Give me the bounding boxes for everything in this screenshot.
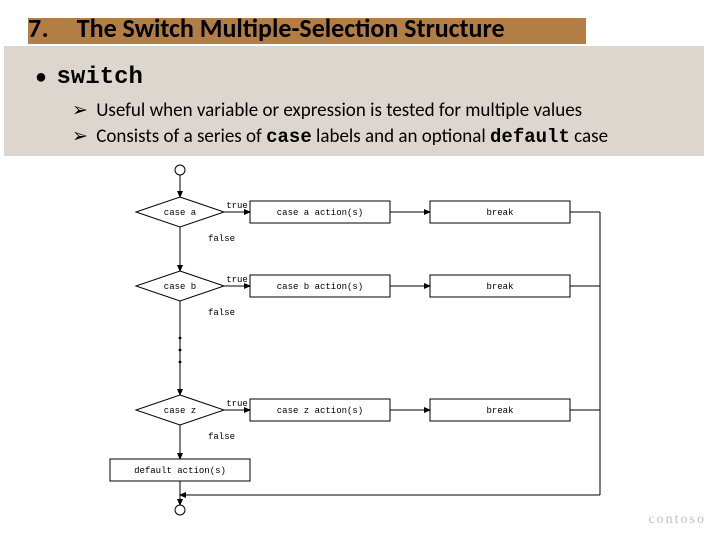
bullet-sub-2: ➢ Consists of a series of case labels an… [72,124,608,151]
logo-text: contoso [648,512,706,527]
svg-text:default action(s): default action(s) [134,466,226,476]
logo: contoso [648,509,706,528]
svg-text:case b: case b [164,282,196,292]
title-text: The Switch Multiple-Selection Structure [77,12,505,44]
keyword-default: default [490,126,570,148]
svg-text:true: true [226,201,248,211]
svg-text:true: true [226,399,248,409]
svg-text:false: false [208,432,235,442]
bullet-sub-1: ➢ Useful when variable or expression is … [72,98,608,124]
svg-text:case a: case a [164,208,197,218]
bullet-sub-2-pre: Consists of a series of [96,125,266,148]
svg-text:case b action(s): case b action(s) [277,282,363,292]
keyword-switch: switch [57,64,143,91]
svg-text:false: false [208,234,235,244]
svg-text:case a action(s): case a action(s) [277,208,363,218]
switch-flowchart: case a case a action(s) break true false case… [60,160,620,525]
svg-text:false: false [208,308,235,318]
bullet-main: • switch [36,62,608,94]
title-number: 7. [28,12,49,44]
svg-text:break: break [486,208,513,218]
bullet-glyph: • [36,65,46,89]
arrow-icon: ➢ [72,125,88,148]
svg-text:case z: case z [164,406,196,416]
svg-text:break: break [486,282,513,292]
bullet-sub-2-post: case [570,125,608,148]
bullet-sub-1-text: Useful when variable or expression is te… [96,99,582,122]
keyword-case: case [266,126,312,148]
flowchart-svg: case a case a action(s) break true false case… [60,160,620,520]
arrow-icon: ➢ [72,99,88,122]
svg-text:case z action(s): case z action(s) [277,406,363,416]
bullet-sub-2-mid: labels and an optional [312,125,490,148]
svg-text:break: break [486,406,513,416]
svg-text:true: true [226,275,248,285]
slide: 7. The Switch Multiple-Selection Structu… [0,0,720,540]
slide-title: 7. The Switch Multiple-Selection Structu… [28,12,505,44]
bullet-list: • switch ➢ Useful when variable or expre… [36,62,608,151]
